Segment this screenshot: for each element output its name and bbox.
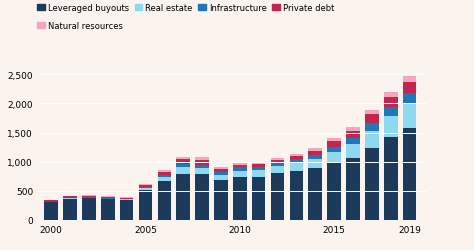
Bar bbox=[290, 156, 303, 160]
Bar bbox=[271, 167, 284, 173]
Bar bbox=[346, 158, 360, 220]
Legend: Leveraged buyouts, Real estate, Infrastructure, Private debt: Leveraged buyouts, Real estate, Infrastr… bbox=[37, 4, 334, 13]
Bar bbox=[403, 128, 417, 220]
Bar bbox=[290, 160, 303, 164]
Bar bbox=[63, 198, 77, 199]
Bar bbox=[157, 177, 171, 181]
Bar bbox=[328, 163, 341, 220]
Bar bbox=[346, 128, 360, 131]
Bar bbox=[157, 175, 171, 177]
Bar bbox=[252, 178, 265, 220]
Bar bbox=[195, 168, 209, 174]
Bar bbox=[384, 107, 398, 117]
Bar bbox=[214, 175, 228, 180]
Bar bbox=[63, 196, 77, 198]
Bar bbox=[233, 164, 246, 165]
Bar bbox=[309, 160, 322, 168]
Bar bbox=[271, 160, 284, 163]
Bar bbox=[195, 174, 209, 220]
Bar bbox=[252, 168, 265, 171]
Bar bbox=[82, 198, 96, 220]
Bar bbox=[214, 168, 228, 169]
Bar bbox=[252, 163, 265, 164]
Bar bbox=[139, 185, 152, 187]
Bar bbox=[309, 151, 322, 155]
Bar bbox=[309, 148, 322, 151]
Bar bbox=[176, 174, 190, 220]
Bar bbox=[271, 174, 284, 220]
Bar bbox=[120, 198, 133, 199]
Bar bbox=[365, 124, 379, 132]
Bar bbox=[101, 197, 115, 198]
Bar bbox=[101, 200, 115, 220]
Bar bbox=[157, 170, 171, 172]
Bar bbox=[120, 199, 133, 200]
Bar bbox=[176, 158, 190, 160]
Bar bbox=[365, 115, 379, 124]
Bar bbox=[195, 158, 209, 160]
Bar bbox=[328, 142, 341, 147]
Bar bbox=[403, 94, 417, 104]
Bar bbox=[45, 200, 58, 202]
Bar bbox=[346, 145, 360, 158]
Bar bbox=[309, 168, 322, 220]
Bar bbox=[309, 155, 322, 160]
Bar bbox=[233, 168, 246, 171]
Bar bbox=[157, 181, 171, 220]
Bar bbox=[384, 92, 398, 97]
Bar bbox=[233, 171, 246, 178]
Bar bbox=[328, 138, 341, 141]
Bar bbox=[365, 132, 379, 148]
Bar bbox=[233, 165, 246, 168]
Bar bbox=[63, 199, 77, 220]
Bar bbox=[233, 178, 246, 220]
Bar bbox=[252, 164, 265, 168]
Bar bbox=[384, 138, 398, 220]
Bar bbox=[384, 117, 398, 138]
Bar bbox=[328, 147, 341, 152]
Bar bbox=[139, 190, 152, 220]
Bar bbox=[120, 200, 133, 220]
Bar bbox=[403, 104, 417, 128]
Bar bbox=[290, 164, 303, 171]
Bar bbox=[45, 202, 58, 220]
Bar bbox=[384, 97, 398, 107]
Bar bbox=[214, 172, 228, 175]
Bar bbox=[328, 152, 341, 163]
Bar bbox=[101, 198, 115, 199]
Bar bbox=[176, 167, 190, 174]
Bar bbox=[195, 165, 209, 168]
Bar bbox=[403, 77, 417, 82]
Legend: Natural resources: Natural resources bbox=[37, 22, 123, 30]
Bar bbox=[403, 82, 417, 94]
Bar bbox=[365, 110, 379, 115]
Bar bbox=[139, 184, 152, 185]
Bar bbox=[346, 131, 360, 138]
Bar bbox=[176, 164, 190, 167]
Bar bbox=[101, 196, 115, 197]
Bar bbox=[139, 188, 152, 190]
Bar bbox=[252, 171, 265, 178]
Bar bbox=[82, 196, 96, 198]
Bar bbox=[290, 171, 303, 220]
Bar bbox=[290, 154, 303, 156]
Bar bbox=[214, 169, 228, 172]
Bar bbox=[271, 158, 284, 160]
Bar bbox=[365, 148, 379, 220]
Bar bbox=[195, 160, 209, 165]
Bar bbox=[157, 172, 171, 175]
Bar bbox=[139, 187, 152, 188]
Bar bbox=[176, 160, 190, 164]
Bar bbox=[101, 199, 115, 200]
Bar bbox=[214, 180, 228, 220]
Bar bbox=[346, 138, 360, 145]
Bar bbox=[271, 163, 284, 167]
